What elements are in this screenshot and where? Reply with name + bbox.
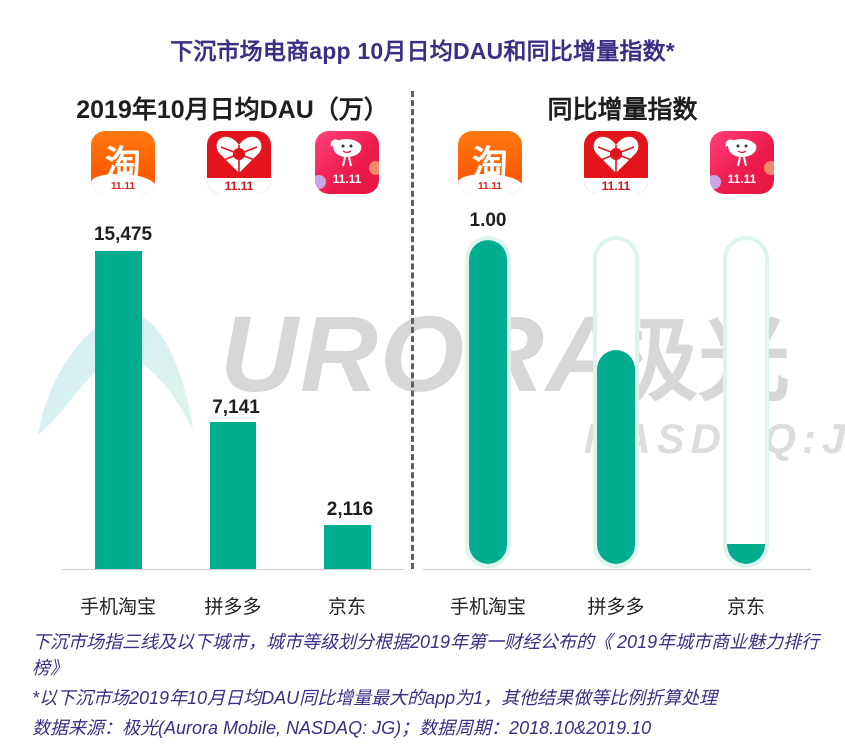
watermark-brand: URORA	[220, 293, 626, 414]
category-label: 手机淘宝	[79, 597, 156, 618]
bar-jd-dau	[324, 525, 371, 569]
pinduoduo-icon: 11.11	[584, 131, 648, 194]
jd-icon: 11.11	[710, 131, 774, 194]
bar-pinduoduo-dau	[210, 422, 256, 569]
left-axis-baseline	[62, 569, 404, 570]
footnotes: 下沉市场指三线及以下城市，城市等级划分根据2019年第一财经公布的《 2019年…	[32, 629, 822, 745]
category-label: 京东	[327, 597, 366, 618]
bar-value-label: 2,116	[326, 499, 374, 520]
category-label: 拼多多	[587, 597, 645, 618]
bar-taobao-dau	[95, 251, 142, 569]
panel-divider	[411, 91, 414, 569]
right-panel-title: 同比增量指数	[547, 96, 698, 124]
jd-icon: 11.11	[315, 131, 379, 194]
category-label: 拼多多	[204, 597, 262, 618]
footnote-source: 数据来源：极光(Aurora Mobile, NASDAQ: JG)；数据周期：…	[32, 718, 652, 738]
chart-title: 下沉市场电商app 10月日均DAU和同比增量指数*	[170, 38, 675, 64]
taobao-icon: 淘 11.11	[91, 131, 155, 194]
pill-track-pinduoduo	[593, 236, 639, 568]
category-label: 手机淘宝	[449, 597, 526, 618]
pill-track-jd	[723, 236, 769, 568]
pill-track-taobao	[465, 236, 511, 568]
pinduoduo-icon: 11.11	[207, 131, 271, 194]
pill-fill-pinduoduo-index	[597, 350, 635, 564]
bar-value-label: 7,141	[212, 397, 260, 418]
footnote-index-method: *以下沉市场2019年10月日均DAU同比增量最大的app为1，其他结果做等比例…	[32, 688, 718, 708]
bar-value-label: 15,475	[93, 224, 153, 245]
right-axis-baseline	[423, 569, 811, 570]
footnote-definition: 下沉市场指三线及以下城市，城市等级划分根据2019年第一财经公布的《 2019年…	[32, 632, 820, 678]
pill-fill-jd-index	[727, 544, 765, 564]
bar-value-label: 1.00	[469, 210, 507, 231]
category-label: 京东	[726, 597, 765, 618]
pill-fill-taobao-index	[469, 240, 507, 564]
left-panel-title: 2019年10月日均DAU（万）	[76, 96, 389, 124]
aurora-logo-watermark-icon	[38, 313, 193, 435]
taobao-icon: 淘 11.11	[458, 131, 522, 194]
